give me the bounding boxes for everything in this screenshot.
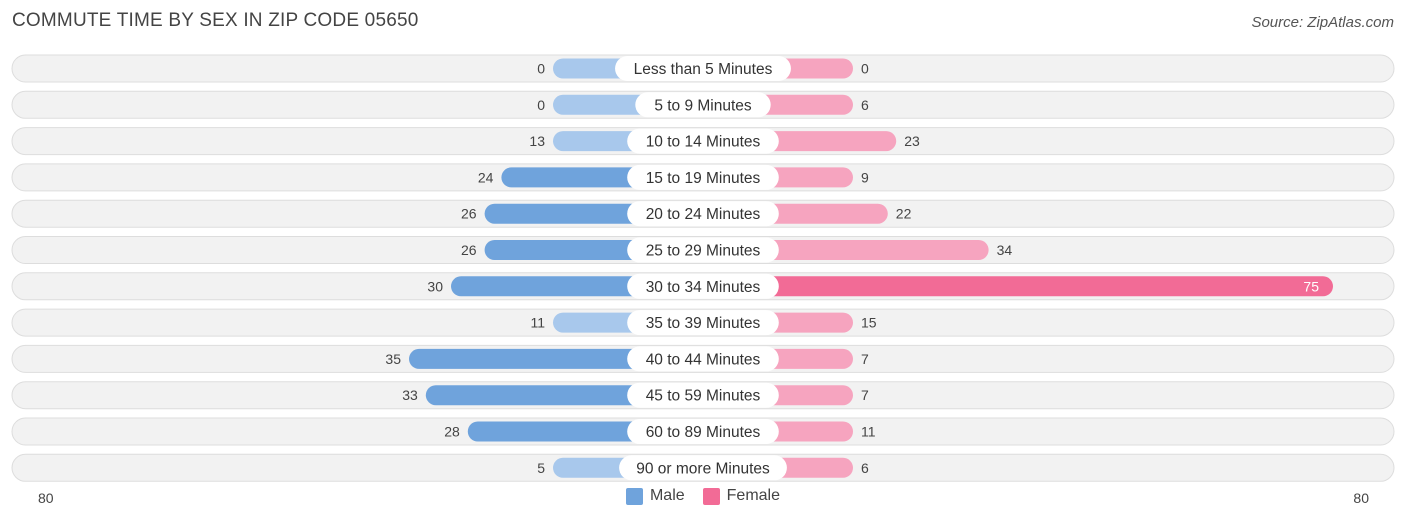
category-label: 90 or more Minutes	[636, 460, 770, 477]
value-label-female: 7	[861, 387, 869, 403]
value-label-male: 30	[427, 278, 443, 294]
category-label: 45 to 59 Minutes	[646, 388, 761, 405]
category-label-bg	[627, 164, 779, 190]
category-label-bg	[627, 419, 779, 444]
legend-item-male[interactable]: Male	[625, 487, 685, 505]
value-label-female: 75	[1303, 278, 1319, 294]
category-label: Less than 5 Minutes	[634, 61, 773, 78]
chart-legend: Male Female	[0, 487, 1406, 505]
category-label: 60 to 89 Minutes	[646, 424, 761, 441]
axis-label-right: 80	[1353, 490, 1369, 506]
category-label-bg	[627, 201, 779, 227]
value-label-male: 0	[537, 61, 545, 77]
category-label-bg	[627, 310, 779, 336]
value-label-female: 6	[861, 460, 869, 476]
category-label: 35 to 39 Minutes	[646, 315, 761, 332]
value-label-female: 11	[861, 424, 876, 440]
value-label-female: 0	[861, 61, 869, 77]
legend-label-female: Female	[726, 487, 781, 504]
value-label-male: 28	[444, 424, 460, 440]
category-label-bg	[627, 382, 779, 408]
legend-label-male: Male	[649, 487, 685, 504]
category-label-bg	[615, 56, 791, 81]
value-label-female: 7	[861, 351, 869, 367]
category-label: 15 to 19 Minutes	[646, 170, 761, 187]
category-label-bg	[627, 273, 779, 299]
category-label-bg	[627, 346, 779, 372]
value-label-female: 15	[861, 315, 877, 331]
category-label: 10 to 14 Minutes	[646, 134, 761, 151]
value-label-female: 34	[997, 242, 1013, 258]
value-label-male: 0	[537, 97, 545, 113]
value-label-male: 35	[385, 351, 401, 367]
category-label: 30 to 34 Minutes	[646, 279, 761, 296]
value-label-male: 26	[461, 206, 477, 222]
category-label-bg	[627, 237, 779, 263]
chart-title: COMMUTE TIME BY SEX IN ZIP CODE 05650	[12, 10, 419, 31]
value-label-female: 6	[861, 97, 869, 113]
category-label-bg	[635, 92, 771, 118]
value-label-male: 13	[529, 133, 545, 149]
legend-swatch-male	[625, 487, 643, 505]
legend-item-female[interactable]: Female	[702, 487, 781, 505]
category-label-bg	[619, 455, 787, 481]
category-label: 40 to 44 Minutes	[646, 351, 761, 368]
category-label: 25 to 29 Minutes	[646, 243, 761, 260]
bar-female[interactable]	[703, 276, 1333, 297]
value-label-female: 9	[861, 169, 869, 185]
category-label: 20 to 24 Minutes	[646, 206, 761, 223]
axis-label-left: 80	[38, 490, 54, 506]
value-label-female: 23	[904, 133, 920, 149]
value-label-male: 33	[402, 387, 418, 403]
value-label-female: 22	[896, 206, 912, 222]
value-label-male: 24	[478, 169, 494, 185]
category-label-bg	[627, 128, 779, 154]
chart-source: Source: ZipAtlas.com	[1251, 14, 1394, 31]
value-label-male: 5	[537, 460, 545, 476]
value-label-male: 26	[461, 242, 477, 258]
legend-swatch-female	[702, 487, 720, 505]
value-label-male: 11	[530, 315, 545, 331]
category-label: 5 to 9 Minutes	[654, 97, 752, 114]
